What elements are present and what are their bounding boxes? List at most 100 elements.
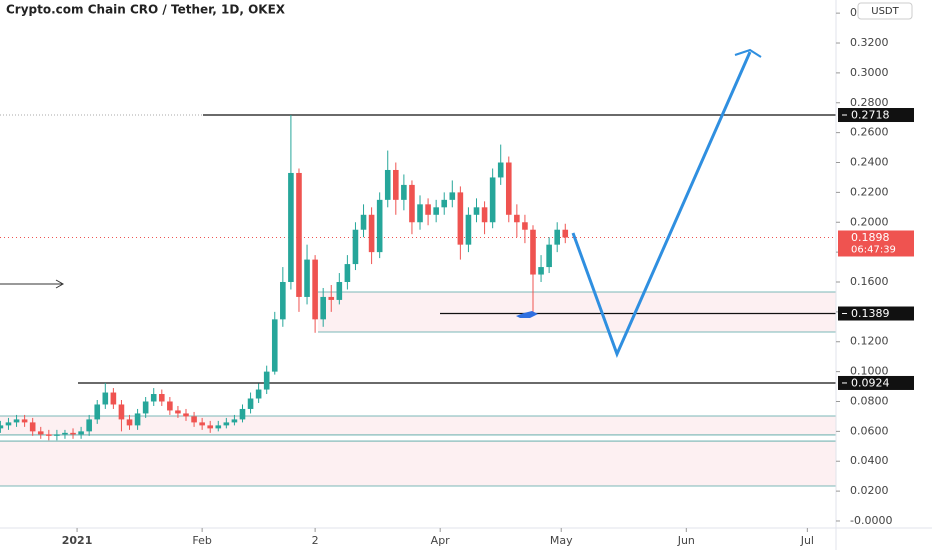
candle-body — [288, 172, 294, 282]
arrow-head — [734, 48, 762, 58]
left-arrow-head — [55, 279, 65, 289]
currency[interactable]: USDT — [871, 6, 899, 17]
candle-body — [239, 408, 246, 420]
candle-body — [86, 419, 92, 432]
y-tick-label: -0.0000 — [850, 514, 892, 527]
candle-body — [191, 416, 197, 423]
level-label-box — [838, 108, 914, 123]
candle-body — [360, 214, 367, 230]
candle-body — [562, 229, 569, 238]
level-label: 0.0924 — [851, 376, 890, 389]
candle-body — [142, 401, 149, 414]
last-price-label: 0.1898 — [851, 231, 890, 244]
candle-body — [29, 422, 36, 432]
candle-body — [473, 207, 480, 215]
level-label: 0.1389 — [851, 307, 890, 320]
candle-body — [530, 229, 536, 275]
y-tick-label: 0.2400 — [850, 156, 889, 169]
candle-body — [465, 214, 472, 245]
candle-body — [376, 199, 383, 253]
candle-body — [320, 296, 326, 320]
candle-body — [183, 413, 189, 417]
candle-body — [13, 419, 20, 423]
candle-body — [94, 404, 101, 420]
candle-body — [78, 431, 84, 435]
candle-body — [167, 401, 173, 411]
candle-body — [175, 410, 181, 414]
candle-body — [538, 267, 544, 275]
currency-box[interactable] — [857, 2, 913, 20]
candle-body — [62, 432, 68, 435]
candle-body — [384, 169, 391, 200]
y-tick-label: 0.3000 — [850, 66, 889, 79]
candle-body — [102, 392, 109, 405]
y-tick-label: 0.2000 — [850, 215, 889, 228]
x-tick-label: 2021 — [62, 534, 93, 547]
candle-body — [449, 192, 456, 200]
level-label-box — [838, 306, 914, 321]
candle-body — [336, 281, 343, 300]
candle-body — [425, 204, 431, 215]
y-tick-label: 0.1200 — [850, 335, 889, 348]
x-tick-label: 2 — [312, 534, 319, 547]
drawings — [0, 48, 762, 359]
level-label-box — [838, 375, 914, 390]
candle-body — [409, 184, 415, 223]
countdown: 06:47:39 — [851, 244, 896, 255]
y-tick-label: 0.3200 — [850, 36, 889, 49]
candle-body — [0, 425, 4, 429]
candle-body — [546, 244, 552, 268]
hand-icon — [516, 311, 538, 318]
x-tick-label: Jun — [677, 534, 695, 547]
candle-body — [255, 389, 262, 399]
x-tick-label: May — [550, 534, 573, 547]
zone — [0, 415, 836, 435]
candle-body — [344, 264, 351, 282]
candle-body — [126, 419, 133, 426]
candle-body — [263, 371, 270, 390]
candle-body — [522, 222, 528, 230]
x-tick-label: Apr — [431, 534, 451, 547]
x-tick-label: Jul — [800, 534, 814, 547]
candle-body — [401, 184, 407, 200]
candle-body — [497, 162, 504, 178]
candle-body — [247, 398, 254, 409]
y-tick-label: 0.0200 — [850, 484, 889, 497]
y-tick-label: 0.1600 — [850, 275, 889, 288]
candle-body — [231, 419, 238, 423]
candle-body — [481, 207, 488, 223]
y-tick-label: 0.0800 — [850, 394, 889, 407]
candle-body — [21, 419, 28, 423]
y-tick-label: 0.0600 — [850, 424, 889, 437]
x-tick-label: Feb — [192, 534, 211, 547]
candle-body — [118, 404, 125, 420]
candle-body — [328, 296, 335, 300]
y-tick-label: 0.1000 — [850, 365, 889, 378]
candle-body — [393, 169, 399, 200]
candle-body — [134, 413, 141, 426]
candle-body — [368, 214, 375, 253]
candle-body — [489, 177, 496, 223]
y-tick-label: 0.0400 — [850, 454, 889, 467]
projection-path — [571, 51, 752, 359]
candle-body — [199, 422, 205, 426]
candle-body — [5, 422, 12, 426]
level-label: 0.2718 — [851, 109, 890, 122]
candle-body — [110, 392, 117, 405]
candle-body — [215, 425, 222, 429]
candle-body — [296, 172, 302, 297]
candle-body — [417, 204, 423, 223]
candle-body — [280, 281, 286, 320]
candle-body — [433, 207, 439, 215]
candle-body — [46, 434, 52, 436]
candle-body — [223, 422, 230, 426]
y-tick-label: 0.2600 — [850, 126, 889, 139]
candle-body — [37, 431, 44, 435]
zone — [318, 292, 836, 333]
candle-body — [457, 192, 464, 245]
chart-title: Crypto.com Chain CRO / Tether, 1D, OKEX — [6, 3, 286, 17]
last-price-box — [838, 230, 914, 257]
candle-body — [505, 162, 512, 215]
zone — [0, 441, 836, 487]
